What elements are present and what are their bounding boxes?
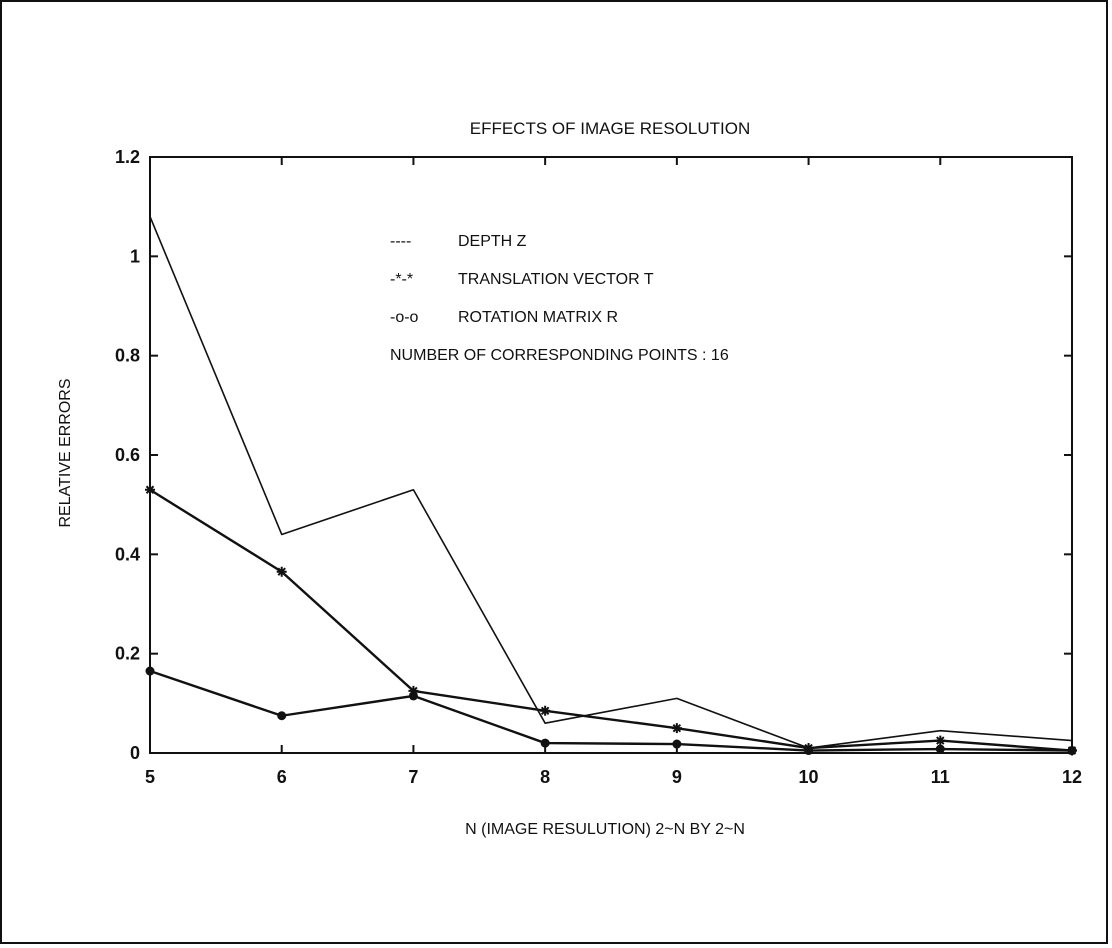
y-axis-label: RELATIVE ERRORS [57,378,74,527]
y-tick-label: 0 [130,743,140,763]
y-tick-label: 0.4 [115,544,140,564]
x-tick-label: 11 [931,767,950,787]
y-tick-label: 0.6 [115,445,140,465]
legend: ---- DEPTH Z -*-* TRANSLATION VECTOR T -… [390,233,729,364]
legend-label-rotation: ROTATION MATRIX R [458,309,618,326]
series-line-depth-z [149,216,1073,749]
x-tick-label: 10 [799,767,819,787]
annotation-corresponding-points: NUMBER OF CORRESPONDING POINTS : 16 [390,347,729,364]
data-point-circle [804,746,814,756]
x-tick-label: 8 [540,767,550,787]
legend-key-depth: ---- [390,233,411,250]
y-tick-label: 1.2 [115,147,140,167]
data-point-circle [672,739,682,749]
x-axis-label: N (IMAGE RESULUTION) 2~N BY 2~N [465,821,745,838]
legend-key-rotation: -o-o [390,309,419,326]
data-point-circle [277,711,287,721]
series-line-translation-vector-t [149,488,1073,752]
legend-key-translation: -*-* [390,271,413,288]
series-group [145,216,1077,756]
series-line-rotation-matrix-r [149,669,1073,752]
data-point-circle [935,744,945,754]
data-point-star [935,735,946,746]
plot-area [149,156,1073,754]
x-tick-label: 9 [672,767,682,787]
legend-label-depth: DEPTH Z [458,233,527,250]
data-point-star [408,685,419,696]
x-tick-label: 6 [277,767,287,787]
data-point-circle [540,738,550,748]
x-tick-label: 12 [1062,767,1082,787]
data-point-star [145,484,155,495]
legend-label-translation: TRANSLATION VECTOR T [458,271,654,288]
data-point-star [276,566,287,577]
data-point-circle [408,691,418,701]
y-tick-label: 0.8 [115,346,140,366]
data-point-star [671,723,682,734]
data-point-circle [1067,746,1077,756]
axis-ticks: 0 0.2 0.4 0.6 0.8 1 1.2 5 6 7 8 9 10 11 12 [115,147,1082,787]
x-tick-label: 5 [145,767,155,787]
y-tick-label: 1 [130,246,140,266]
chart-title: EFFECTS OF IMAGE RESOLUTION [470,119,751,138]
data-point-circle [145,666,155,676]
data-point-star [540,705,551,716]
x-tick-label: 7 [408,767,418,787]
y-tick-label: 0.2 [115,644,140,664]
